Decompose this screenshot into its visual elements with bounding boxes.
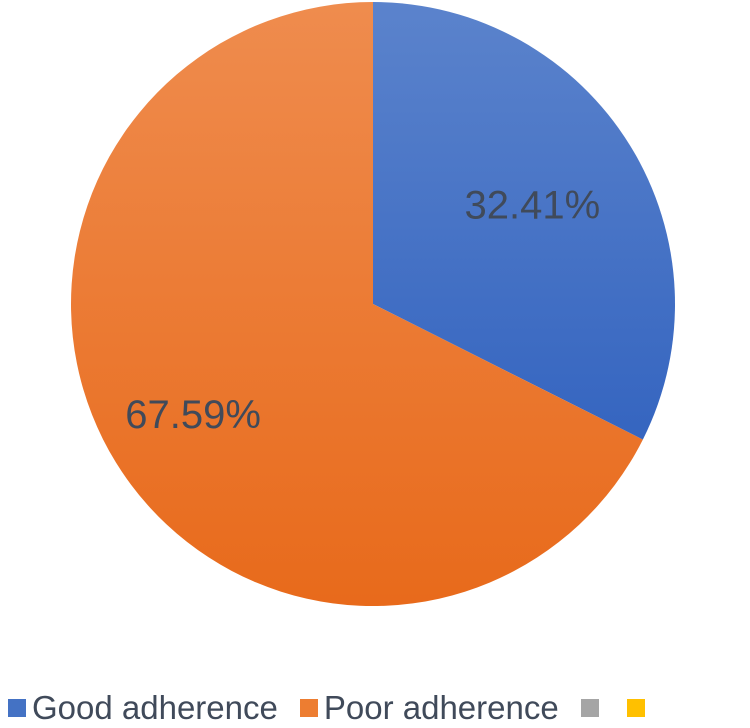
legend-swatch-1 bbox=[299, 699, 318, 717]
legend-item-3 bbox=[626, 699, 651, 717]
legend: Good adherence Poor adherence bbox=[8, 688, 673, 728]
data-label-0: 32.41% bbox=[465, 184, 601, 228]
data-labels: 32.41% 67.59% bbox=[125, 184, 600, 437]
legend-item-1: Poor adherence bbox=[299, 688, 559, 728]
legend-swatch-2 bbox=[580, 699, 599, 717]
pie-slices bbox=[71, 2, 675, 606]
pie-slice-good-adherence bbox=[373, 2, 675, 440]
pie-slice-poor-adherence bbox=[71, 2, 643, 606]
legend-label-0: Good adherence bbox=[32, 689, 278, 726]
legend-item-0: Good adherence bbox=[8, 688, 278, 728]
legend-item-2 bbox=[580, 699, 605, 717]
data-label-1: 67.59% bbox=[125, 393, 261, 437]
legend-label-1: Poor adherence bbox=[323, 689, 559, 726]
legend-swatch-0 bbox=[8, 699, 26, 717]
legend-swatch-3 bbox=[626, 699, 645, 717]
